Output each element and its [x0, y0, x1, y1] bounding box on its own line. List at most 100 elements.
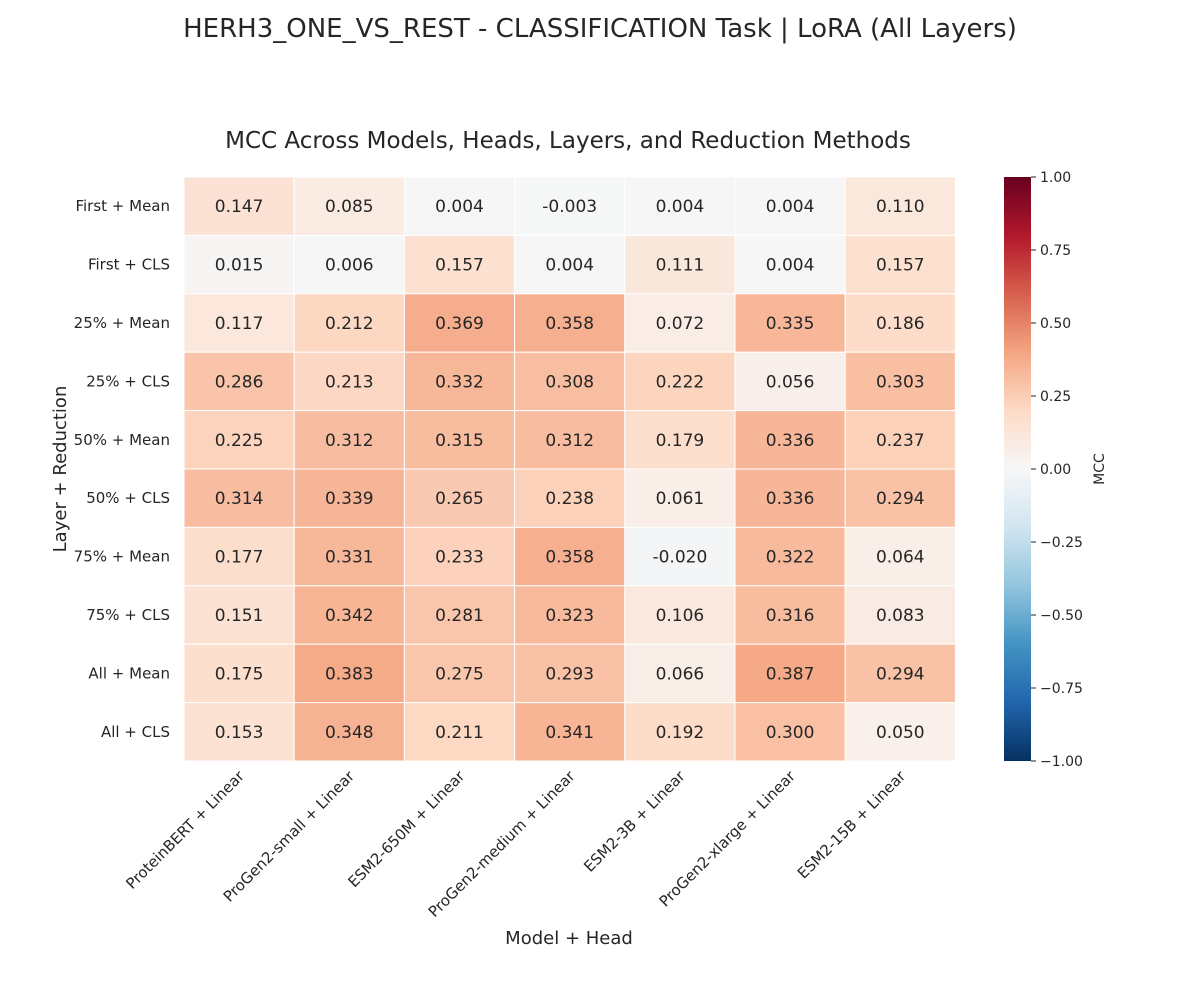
colorbar-tick-label: 0.00 — [1040, 462, 1071, 478]
heatmap-cell — [514, 351, 626, 412]
colorbar-tick-label: 1.00 — [1040, 170, 1071, 186]
cell-value-label: 0.308 — [545, 372, 594, 392]
cell-value-label: 0.083 — [876, 606, 925, 626]
row-tick-label: 75% + Mean — [74, 548, 170, 566]
cell-value-label: 0.332 — [435, 372, 484, 392]
cell-value-label: 0.004 — [545, 256, 594, 276]
heatmap-cell — [844, 643, 956, 704]
heatmap-cell — [624, 526, 736, 587]
cell-value-label: 0.335 — [766, 314, 815, 334]
colorbar-tick-label: 0.75 — [1040, 243, 1071, 259]
cell-value-label: 0.336 — [766, 489, 815, 509]
heatmap-cell — [183, 468, 295, 528]
figure-title: HERH3_ONE_VS_REST - CLASSIFICATION Task … — [183, 14, 1017, 44]
cell-value-label: 0.015 — [215, 256, 264, 276]
cell-value-label: 0.312 — [545, 431, 594, 451]
heatmap-cell — [183, 702, 295, 762]
cell-value-label: 0.004 — [656, 197, 705, 217]
cell-value-label: 0.233 — [435, 548, 484, 568]
heatmap-cell — [403, 351, 516, 412]
cell-value-label: 0.056 — [766, 372, 815, 392]
cell-value-label: 0.177 — [215, 548, 264, 568]
cell-value-label: 0.323 — [545, 606, 594, 626]
heatmap-cell — [844, 351, 956, 412]
cell-value-label: 0.348 — [325, 723, 374, 743]
cell-value-label: 0.175 — [215, 664, 264, 684]
row-tick-label: 25% + Mean — [74, 314, 170, 332]
heatmap-cell — [403, 234, 516, 295]
heatmap-cell — [293, 702, 405, 762]
row-tick-label: 50% + Mean — [74, 431, 170, 449]
cell-value-label: 0.238 — [545, 489, 594, 509]
heatmap-cell — [624, 702, 736, 762]
heatmap-cell — [844, 410, 956, 470]
heatmap-cell — [293, 176, 405, 236]
heatmap-cell — [403, 702, 516, 762]
cell-value-label: 0.110 — [876, 197, 925, 217]
cell-value-label: 0.342 — [325, 606, 374, 626]
heatmap-cell — [183, 234, 295, 295]
cell-value-label: 0.006 — [325, 256, 374, 276]
cell-value-label: 0.106 — [656, 606, 705, 626]
heatmap-cell — [293, 351, 405, 412]
heatmap-cell — [183, 176, 295, 236]
heatmap-cell — [293, 526, 405, 587]
cell-value-label: 0.339 — [325, 489, 374, 509]
cell-value-label: 0.358 — [545, 548, 594, 568]
cell-value-label: 0.312 — [325, 431, 374, 451]
colorbar-tick-label: −0.50 — [1040, 608, 1083, 624]
heatmap-cell — [624, 585, 736, 645]
cell-value-label: 0.286 — [215, 372, 264, 392]
cell-value-label: 0.066 — [656, 664, 705, 684]
cell-value-label: 0.211 — [435, 723, 484, 743]
heatmap-cell — [403, 410, 516, 470]
heatmap-cell — [514, 293, 626, 353]
cell-value-label: 0.294 — [876, 664, 925, 684]
row-tick-label: 50% + CLS — [86, 489, 170, 507]
cell-value-label: 0.300 — [766, 723, 815, 743]
cell-value-label: 0.085 — [325, 197, 374, 217]
colorbar-tick-label: −0.25 — [1040, 535, 1083, 551]
column-tick-label: ESM2-3B + Linear — [580, 767, 689, 876]
row-tick-label: First + CLS — [88, 256, 170, 274]
heatmap-cell — [844, 585, 956, 645]
heatmap-cell — [293, 585, 405, 645]
heatmap-cell — [844, 468, 956, 528]
heatmap-cell — [514, 468, 626, 528]
heatmap-cell — [844, 526, 956, 587]
cell-value-label: 0.281 — [435, 606, 484, 626]
heatmap-cell — [403, 468, 516, 528]
cell-value-label: 0.179 — [656, 431, 705, 451]
cell-value-label: 0.331 — [325, 548, 374, 568]
cell-value-label: 0.265 — [435, 489, 484, 509]
heatmap-cell — [844, 176, 956, 236]
cell-value-label: 0.157 — [876, 256, 925, 276]
heatmap-cell — [624, 234, 736, 295]
heatmap-cell — [844, 702, 956, 762]
heatmap-cell — [844, 234, 956, 295]
cell-value-label: 0.314 — [215, 489, 264, 509]
heatmap-cell — [183, 351, 295, 412]
colorbar-tick-label: −1.00 — [1040, 754, 1083, 770]
cell-value-label: 0.275 — [435, 664, 484, 684]
row-tick-label: 25% + CLS — [86, 372, 170, 390]
row-tick-label: 75% + CLS — [86, 606, 170, 624]
cell-value-label: -0.020 — [652, 548, 707, 568]
heatmap-cell — [403, 176, 516, 236]
cell-value-label: 0.387 — [766, 664, 815, 684]
cell-value-label: 0.294 — [876, 489, 925, 509]
row-tick-label: First + Mean — [75, 197, 170, 215]
heatmap-cells: 0.147 0.085 0.004 -0.003 0.004 0.004 0.110 0.01… — [183, 176, 956, 762]
y-axis-title: Layer + Reduction — [50, 386, 71, 553]
colorbar-gradient — [1004, 177, 1031, 761]
colorbar-tick-label: 0.50 — [1040, 316, 1071, 332]
cell-value-label: 0.315 — [435, 431, 484, 451]
colorbar-label: MCC — [1092, 453, 1108, 485]
x-axis-title: Model + Head — [505, 928, 633, 949]
cell-value-label: 0.004 — [435, 197, 484, 217]
heatmap-cell — [183, 293, 295, 353]
colorbar-tick-label: −0.75 — [1040, 681, 1083, 697]
heatmap-cell — [183, 585, 295, 645]
